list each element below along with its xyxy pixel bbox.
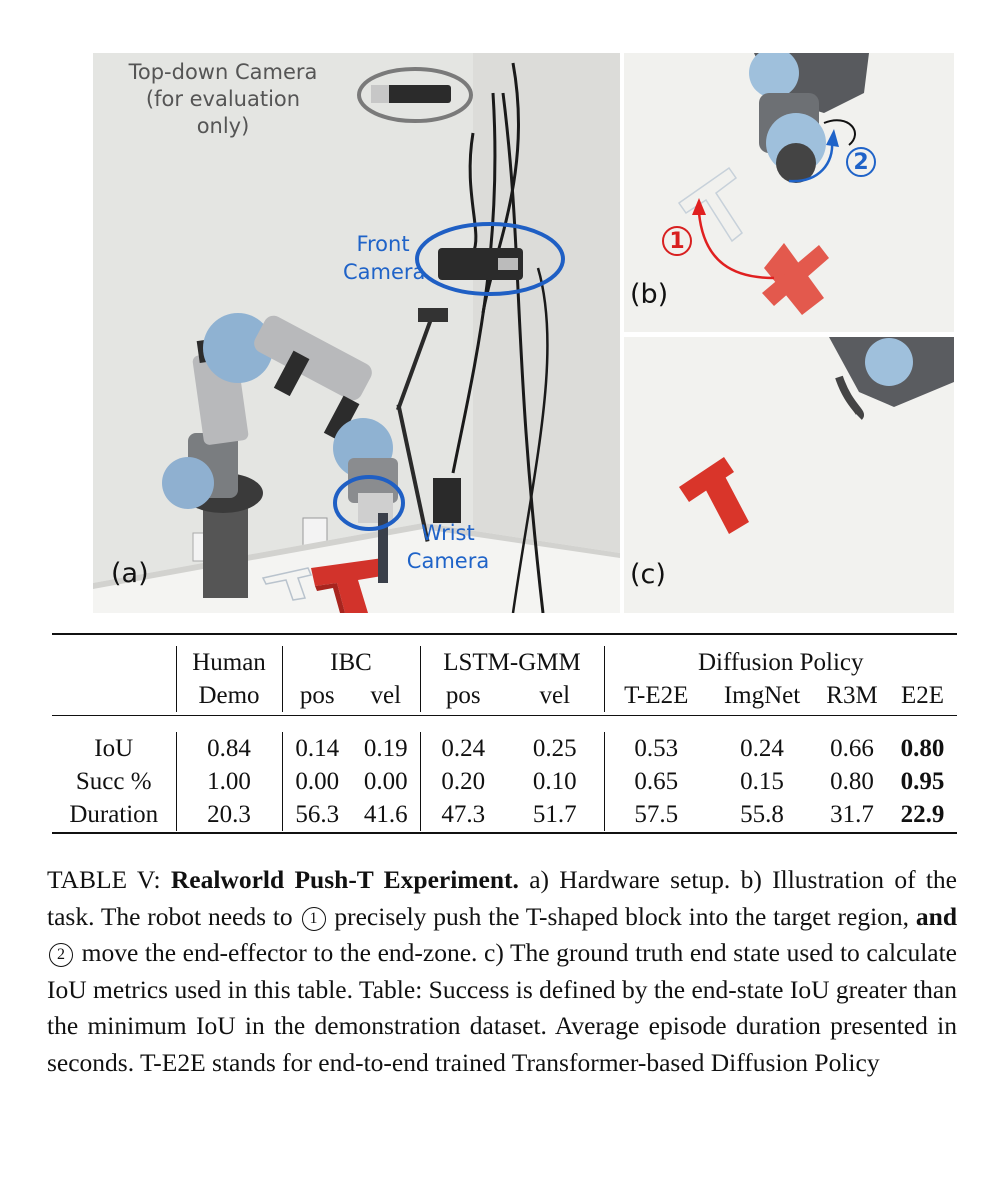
wrist-camera-line2: Camera: [406, 549, 490, 573]
step-2-marker: 2: [846, 147, 876, 177]
topdown-camera-label: Top-down Camera (for evaluation only): [123, 59, 323, 140]
cell-imgnet: 0.15: [740, 767, 784, 795]
group-human: Human: [175, 646, 282, 679]
table-group-header-row: Human IBC LSTM-GMM Diffusion Policy: [52, 646, 957, 679]
caption-title: Realworld Push-T Experiment.: [170, 865, 519, 894]
table-subheader-row: Demo pos vel pos vel T-E2E ImgNet R3M E2…: [52, 679, 957, 712]
subheader-ibc-vel: vel: [370, 681, 402, 709]
front-camera-line2: Camera: [343, 260, 426, 284]
hardware-setup-illustration: [93, 53, 620, 613]
cell-e2e-best: 0.95: [900, 767, 945, 795]
subheader-imgnet: ImgNet: [723, 681, 801, 709]
subheader-lstm-pos: pos: [419, 679, 506, 712]
cell-t-e2e: 0.53: [603, 732, 708, 765]
task-illustration-photo: 1 2 (b): [624, 53, 954, 332]
cell-e2e-best: 22.9: [900, 800, 945, 828]
cell-imgnet: 55.8: [740, 800, 784, 828]
subheader-ibc-pos: pos: [281, 679, 352, 712]
caption-text-3: move the end-effector to the end-zone. c…: [47, 938, 957, 1077]
cell-lstm-pos: 0.20: [419, 765, 506, 798]
cell-ibc-pos: 0.14: [281, 732, 352, 765]
subheader-t-e2e: T-E2E: [603, 679, 708, 712]
caption-text-2: precisely push the T-shaped block into t…: [327, 901, 916, 931]
cell-lstm-pos: 47.3: [419, 798, 506, 831]
row-label: IoU: [94, 734, 134, 762]
panel-c-label: (c): [630, 559, 666, 590]
table-bottom-rule: [52, 832, 957, 834]
cell-r3m: 0.80: [830, 767, 874, 795]
cell-lstm-pos: 0.24: [419, 732, 506, 765]
cell-lstm-vel: 0.10: [532, 767, 577, 795]
subheader-r3m: R3M: [826, 681, 878, 709]
panel-b-label: (b): [630, 279, 669, 310]
row-label: Succ %: [75, 767, 152, 795]
table-row-iou: IoU 0.84 0.14 0.19 0.24 0.25 0.53 0.24 0…: [52, 732, 957, 765]
cell-t-e2e: 0.65: [603, 765, 708, 798]
cell-r3m: 31.7: [830, 800, 874, 828]
cell-ibc-vel: 0.19: [363, 734, 408, 762]
cell-lstm-vel: 0.25: [532, 734, 577, 762]
step-1-marker: 1: [662, 226, 692, 256]
table-row-duration: Duration 20.3 56.3 41.6 47.3 51.7 57.5 5…: [52, 798, 957, 831]
row-label: Duration: [69, 800, 159, 828]
end-state-photo: (c): [624, 337, 954, 613]
task-illustration: [624, 53, 954, 332]
caption-text-1: a) Hardware setup. b) Illustration of th…: [47, 865, 957, 931]
caption-step-2-marker: 2: [49, 943, 73, 967]
topdown-camera-line2: (for evaluation only): [145, 87, 301, 138]
cell-imgnet: 0.24: [740, 734, 784, 762]
cell-e2e-best: 0.80: [900, 734, 945, 762]
cell-r3m: 0.66: [830, 734, 874, 762]
subheader-lstm-vel: vel: [539, 681, 571, 709]
cell-ibc-vel: 41.6: [363, 800, 408, 828]
table-mid-rule: [52, 715, 957, 717]
cell-human: 1.00: [175, 765, 282, 798]
panel-a-label: (a): [111, 558, 149, 589]
caption-prefix: TABLE V:: [47, 865, 171, 894]
cell-lstm-vel: 51.7: [532, 800, 577, 828]
subheader-e2e: E2E: [900, 681, 945, 709]
cell-ibc-pos: 0.00: [281, 765, 352, 798]
caption-step-1-marker: 1: [301, 906, 326, 931]
table-caption: TABLE V: Realworld Push-T Experiment. a)…: [47, 862, 957, 1081]
front-camera-line1: Front: [356, 232, 410, 256]
cell-t-e2e: 57.5: [603, 798, 708, 831]
group-lstm-gmm: LSTM-GMM: [419, 646, 604, 679]
cell-human: 20.3: [175, 798, 282, 831]
cell-human: 0.84: [175, 732, 282, 765]
caption-and: and: [915, 901, 958, 931]
table-top-rule: [52, 633, 957, 635]
group-ibc: IBC: [281, 646, 420, 679]
wrist-camera-line1: Wrist: [421, 521, 475, 545]
front-camera-label: Front Camera: [343, 230, 426, 286]
subheader-demo: Demo: [175, 679, 282, 712]
table-row-success: Succ % 1.00 0.00 0.00 0.20 0.10 0.65 0.1…: [52, 765, 957, 798]
wrist-camera-label: Wrist Camera: [393, 519, 503, 575]
results-table: Human IBC LSTM-GMM Diffusion Policy Demo…: [52, 646, 957, 831]
hardware-setup-photo: Top-down Camera (for evaluation only) Fr…: [93, 53, 620, 613]
cell-ibc-vel: 0.00: [363, 767, 408, 795]
group-diffusion-policy: Diffusion Policy: [603, 646, 957, 679]
cell-ibc-pos: 56.3: [281, 798, 352, 831]
end-state-illustration: [624, 337, 954, 613]
topdown-camera-line1: Top-down Camera: [128, 60, 318, 84]
